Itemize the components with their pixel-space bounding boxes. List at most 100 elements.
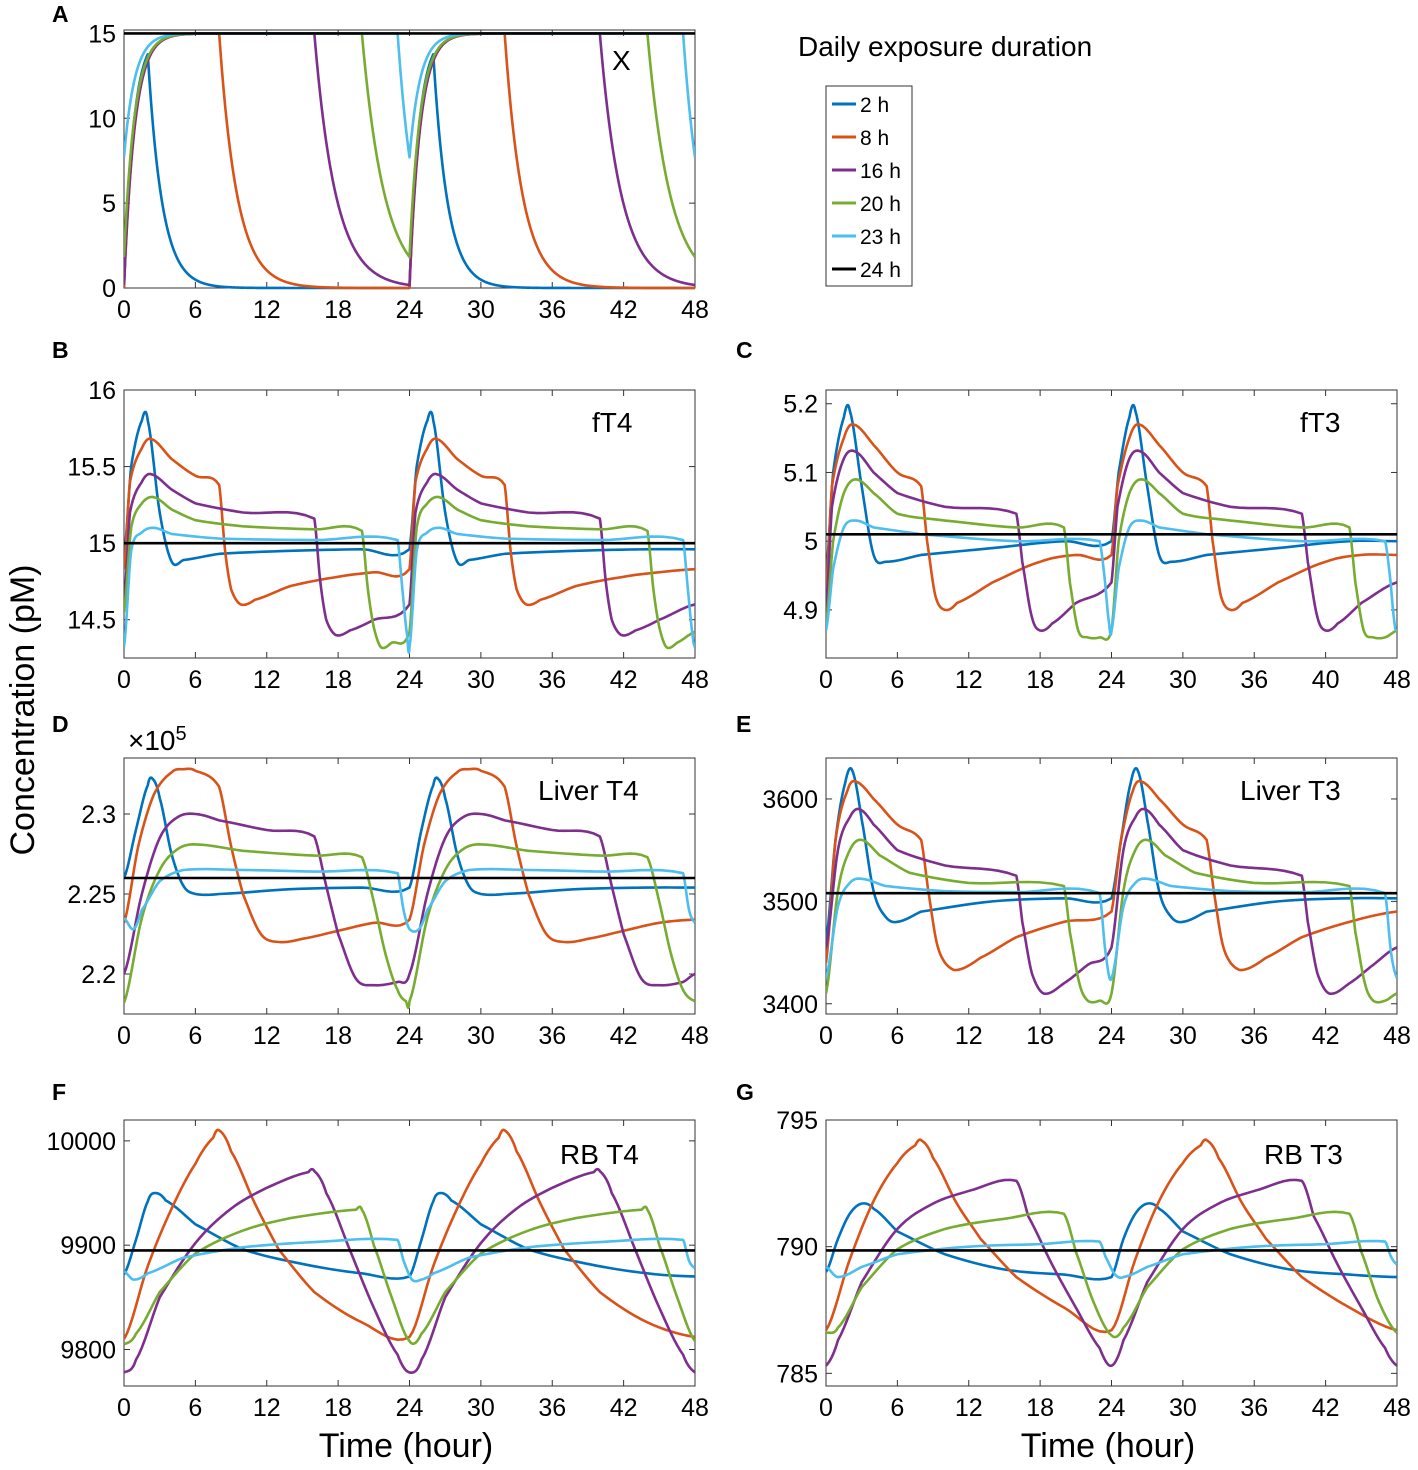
y-tick-label: 2.3 — [81, 801, 116, 829]
x-tick-label: 48 — [681, 1022, 709, 1050]
series-line-8h — [124, 1128, 695, 1341]
plot-frame-g — [825, 1119, 1398, 1387]
series-line-20h — [124, 1205, 695, 1346]
legend-title: Daily exposure duration — [798, 31, 1092, 62]
x-tick-label: 18 — [1026, 1394, 1054, 1422]
y-tick-label: 2.2 — [81, 961, 116, 989]
x-tick-label: 18 — [324, 296, 352, 324]
y-tick-label: 5.1 — [783, 459, 818, 487]
x-tick-label: 12 — [253, 296, 281, 324]
x-tick-label: 18 — [324, 1022, 352, 1050]
x-tick-label: 36 — [1240, 1394, 1268, 1422]
x-tick-label: 12 — [955, 1022, 983, 1050]
x-tick-label: 30 — [467, 296, 495, 324]
x-tick-label: 0 — [117, 1394, 131, 1422]
series-line-2h — [124, 410, 695, 567]
x-tick-label: 12 — [955, 1394, 983, 1422]
y-tick-label: 5 — [804, 528, 818, 556]
series-line-23h — [826, 519, 1397, 637]
legend-label: 16 h — [860, 160, 901, 183]
y-tick-label: 15 — [88, 530, 116, 558]
panel-label-g: G — [736, 1079, 754, 1105]
panel-label-b: B — [52, 337, 69, 363]
x-tick-label: 42 — [610, 1022, 638, 1050]
x-tick-label: 36 — [538, 666, 566, 694]
ticks-d: 0 6 12 18 24 30 36 42 48 2.2 2.25 2.3 — [67, 758, 709, 1050]
series-line-16h — [124, 1167, 695, 1374]
panel-title-g: RB T3 — [1264, 1139, 1343, 1170]
ticks-a: 0 6 12 18 24 30 36 42 48 0 5 10 15 — [88, 20, 709, 324]
legend-label: 8 h — [860, 127, 889, 150]
y-tick-label: 15.5 — [67, 454, 116, 482]
x-tick-label: 6 — [188, 1022, 202, 1050]
x-tick-label: 6 — [188, 1394, 202, 1422]
x-tick-label: 12 — [253, 1394, 281, 1422]
y-tick-label: 3500 — [762, 888, 818, 916]
y-tick-label: 14.5 — [67, 607, 116, 635]
series-b — [124, 410, 695, 654]
x-tick-label: 42 — [610, 666, 638, 694]
y-tick-label: 3400 — [762, 991, 818, 1019]
y-tick-label: 3600 — [762, 786, 818, 814]
x-tick-label: 6 — [188, 296, 202, 324]
x-tick-label: 36 — [1240, 666, 1268, 694]
x-tick-label: 30 — [467, 1022, 495, 1050]
x-tick-label: 36 — [538, 1022, 566, 1050]
series-e — [826, 766, 1397, 1005]
y-tick-label: 2.25 — [67, 881, 116, 909]
y-tick-label: 785 — [776, 1360, 818, 1388]
series-line-8h — [124, 767, 695, 944]
series-c — [826, 403, 1397, 641]
x-tick-label: 18 — [324, 666, 352, 694]
series-line-8h — [826, 779, 1397, 972]
panel-f: F 0 6 12 18 24 30 36 42 48 9800 9900 10000 RB T4 — [46, 1079, 708, 1422]
x-tick-label: 6 — [890, 666, 904, 694]
ticks-c: 0 6 12 18 24 30 36 40 48 4.9 5 5.1 5.2 — [783, 390, 1411, 694]
series-line-16h — [124, 812, 695, 987]
x-tick-label: 42 — [1312, 1394, 1340, 1422]
x-tick-label: 48 — [1383, 1022, 1411, 1050]
panel-a: A 0 6 12 18 24 30 36 42 48 0 5 10 15 X — [52, 1, 709, 324]
legend-label: 23 h — [860, 226, 901, 249]
x-tick-label: 24 — [396, 296, 424, 324]
y-multiplier-d: ×105 — [128, 723, 187, 756]
x-tick-label: 30 — [1169, 1394, 1197, 1422]
x-tick-label: 18 — [1026, 666, 1054, 694]
legend-box — [825, 85, 913, 287]
y-tick-label: 4.9 — [783, 597, 818, 625]
x-tick-label: 36 — [538, 296, 566, 324]
x-tick-label: 36 — [1240, 1022, 1268, 1050]
x-tick-label: 24 — [396, 666, 424, 694]
series-line-23h — [826, 1239, 1397, 1280]
series-line-20h — [124, 843, 695, 1010]
panel-title-f: RB T4 — [560, 1139, 639, 1170]
y-tick-label: 5.2 — [783, 391, 818, 419]
legend-label: 20 h — [860, 193, 901, 216]
x-tick-label: 6 — [890, 1394, 904, 1422]
panel-label-d: D — [52, 711, 69, 737]
panel-g: G 0 6 12 18 24 30 36 42 48 785 790 795 RB T3 — [736, 1079, 1411, 1422]
plot-frame-c — [825, 389, 1398, 659]
series-line-2h — [826, 1202, 1397, 1281]
series-line-16h — [124, 472, 695, 637]
series-line-16h — [826, 1178, 1397, 1368]
series-line-20h — [826, 838, 1397, 1005]
x-tick-label: 12 — [253, 666, 281, 694]
series-line-23h — [124, 1237, 695, 1283]
series-line-2h — [826, 403, 1397, 576]
x-tick-label: 48 — [681, 666, 709, 694]
y-axis-label: Concentration (pM) — [4, 564, 42, 855]
y-tick-label: 9800 — [60, 1336, 116, 1364]
x-tick-label: 48 — [681, 1394, 709, 1422]
series-line-8h — [826, 1138, 1397, 1334]
legend-label: 24 h — [860, 259, 901, 282]
y-tick-label: 16 — [88, 377, 116, 405]
series-line-16h — [826, 449, 1397, 633]
x-tick-label: 48 — [681, 296, 709, 324]
series-line-23h — [124, 526, 695, 654]
y-tick-label: 0 — [102, 275, 116, 303]
panel-title-d: Liver T4 — [538, 775, 639, 806]
y-tick-label: 795 — [776, 1107, 818, 1135]
x-tick-label: 12 — [253, 1022, 281, 1050]
panel-e: E 0 6 12 18 24 30 36 42 48 3400 3500 3600 Liver T3 — [736, 711, 1411, 1050]
